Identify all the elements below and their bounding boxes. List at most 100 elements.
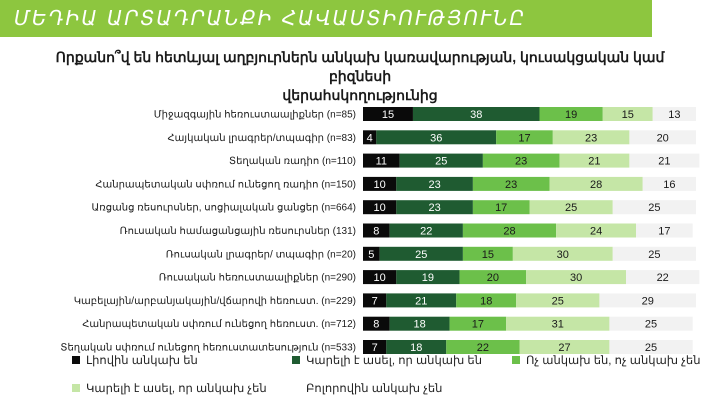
data-label: 10 [374, 272, 386, 284]
bar-segment [599, 293, 696, 308]
bar-segment [609, 316, 693, 331]
bar-segment [363, 246, 380, 261]
bar-segment [539, 107, 603, 121]
bar-segment [462, 246, 513, 261]
bar-segment [609, 340, 693, 354]
bar-segment [449, 316, 507, 331]
data-label: 21 [658, 156, 670, 168]
data-label: 29 [642, 295, 654, 307]
data-label: 17 [518, 132, 530, 144]
data-label: 24 [590, 226, 602, 238]
data-label: 19 [565, 109, 577, 121]
bar-segment [626, 270, 700, 285]
bar-segment [396, 200, 473, 215]
data-label: 21 [415, 295, 427, 307]
data-label: 18 [413, 319, 425, 331]
data-label: 23 [515, 156, 527, 168]
data-label: 28 [590, 179, 602, 191]
data-label: 17 [495, 202, 507, 214]
legend-label: Կարելի է ասել, որ անկախ չեն [86, 382, 267, 395]
data-label: 38 [470, 109, 482, 121]
data-label: 18 [480, 295, 492, 307]
bar-segment [363, 293, 387, 308]
data-label: 23 [428, 179, 440, 191]
bar-segment [462, 223, 557, 238]
bar-segment [376, 130, 497, 145]
category-label: Ռուսական համացանցային ռեսուրսներ (131) [120, 226, 356, 237]
data-label: 28 [503, 226, 515, 238]
data-label: 25 [645, 319, 657, 331]
data-label: 17 [658, 226, 670, 238]
category-label: Հանրապետական սփռում ունեցող ռադիո (n=150… [95, 179, 356, 190]
bar-segment [386, 293, 457, 308]
bar-segment [559, 153, 630, 168]
bar-segment [519, 340, 610, 354]
bar-segment [612, 200, 696, 215]
category-label: Կաբելային/արբանյակային/վճարովի հեռուստ. … [74, 296, 356, 307]
data-label: 25 [552, 295, 564, 307]
legend-label: Բոլորովին անկախ չեն [306, 382, 442, 395]
bar-segment [629, 153, 700, 168]
data-label: 27 [558, 342, 570, 354]
chart-title-line-2: վերահսկողությունից [282, 87, 438, 103]
bar-segment [506, 316, 610, 331]
stacked-bar-chart: Միջազգային հեռուստաալիքներ (n=85) 15 38 19 1… [60, 107, 700, 395]
bar-segment [363, 223, 390, 238]
bar-segment [526, 270, 627, 285]
bar-segment [552, 130, 630, 145]
data-label: 10 [374, 179, 386, 191]
data-label: 4 [367, 132, 373, 144]
data-label: 21 [588, 156, 600, 168]
data-label: 13 [668, 109, 680, 121]
data-label: 23 [585, 132, 597, 144]
data-label: 22 [657, 272, 669, 284]
data-label: 25 [648, 249, 660, 261]
data-label: 20 [657, 132, 669, 144]
category-label: Հայկական լրագրեր/տպագիր (n=83) [168, 133, 357, 144]
bar-segment [516, 293, 600, 308]
bar-segment [363, 270, 397, 285]
legend-label: Լիովին անկախ են [86, 354, 198, 367]
bar-segment [612, 246, 696, 261]
data-label: 25 [648, 202, 660, 214]
data-label: 25 [565, 202, 577, 214]
header-banner: ՄԵԴԻԱ ԱՐՏԱԴՐԱՆՔԻ ՀԱՎԱՍՏԻՈՒԹՅՈՒՆԸ [0, 0, 652, 37]
bar-segment [363, 153, 400, 168]
data-label: 30 [557, 249, 569, 261]
bar-segment [363, 340, 387, 354]
bar-segment [549, 176, 643, 191]
data-label: 23 [428, 202, 440, 214]
bar-segment [459, 270, 527, 285]
bar-segment [363, 176, 397, 191]
category-label: Միջազգային հեռուստաալիքներ (n=85) [154, 110, 356, 121]
bar-segment [363, 200, 397, 215]
bar-segment [512, 246, 613, 261]
data-label: 31 [552, 319, 564, 331]
legend-swatch [512, 356, 520, 364]
data-label: 11 [376, 156, 387, 168]
bar-segment [386, 340, 447, 354]
data-label: 7 [372, 342, 378, 354]
bar-segment [396, 176, 473, 191]
bar-segment [363, 107, 413, 121]
bar-segment [412, 107, 540, 121]
data-label: 5 [368, 249, 374, 261]
data-label: 20 [487, 272, 499, 284]
category-label: Առցանց ռեսուրսներ, սոցիալական ցանցեր (n=… [92, 203, 356, 214]
legend-label: Կարելի է ասել, որ անկախ են [306, 354, 482, 367]
category-label: Հանրապետական սփռում ունեցող հեռուստ. (n=… [82, 319, 356, 330]
page-title: ՄԵԴԻԱ ԱՐՏԱԴՐԱՆՔԻ ՀԱՎԱՍՏԻՈՒԹՅՈՒՆԸ [14, 6, 527, 30]
bar-segment [602, 107, 653, 121]
bar-segment [472, 200, 530, 215]
bar-segment [529, 200, 613, 215]
bar-segment [482, 153, 560, 168]
bar-segment [363, 130, 377, 145]
data-label: 8 [373, 226, 379, 238]
data-label: 16 [663, 179, 675, 191]
bar-segment [496, 130, 553, 145]
data-label: 25 [415, 249, 427, 261]
legend-label: Ոչ անկախ են, ոչ անկախ չեն [526, 354, 700, 367]
data-label: 7 [372, 295, 378, 307]
data-label: 8 [373, 319, 379, 331]
chart-title-line-1: Որքանո՞վ են հետևյալ աղբյուրներն անկախ կա… [55, 49, 665, 84]
